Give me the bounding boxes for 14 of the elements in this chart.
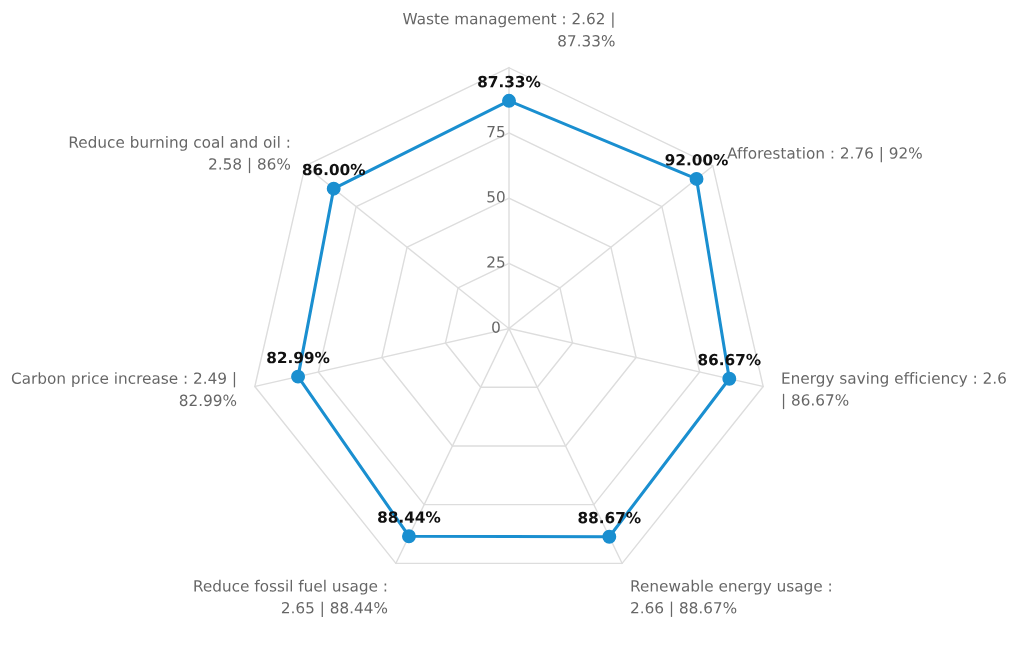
spoke-label: Waste management : 2.62 | 87.33% <box>403 12 615 47</box>
spoke-label: Carbon price increase : 2.49 | 82.99% <box>11 372 237 407</box>
spoke-label: Renewable energy usage : 2.66 | 88.67% <box>631 579 831 617</box>
y-tick-label: 50 <box>487 191 505 203</box>
data-label: 87.33% <box>478 75 541 88</box>
spoke-label: Reduce fossil fuel usage : 2.65 | 88.44% <box>194 579 388 617</box>
y-tick-label: 25 <box>487 256 505 268</box>
spoke-label: Energy saving efficiency : 2.6 | 86.67% <box>782 372 1006 410</box>
spoke-label: Afforestation : 2.76 | 92% <box>727 146 922 163</box>
spoke-label: Reduce burning coal and oil : 2.58 | 86% <box>69 136 291 174</box>
y-tick-label: 75 <box>487 126 505 138</box>
data-label: 92.00% <box>665 154 728 166</box>
data-label: 86.00% <box>302 163 366 176</box>
y-tick-label: 0 <box>492 321 500 333</box>
